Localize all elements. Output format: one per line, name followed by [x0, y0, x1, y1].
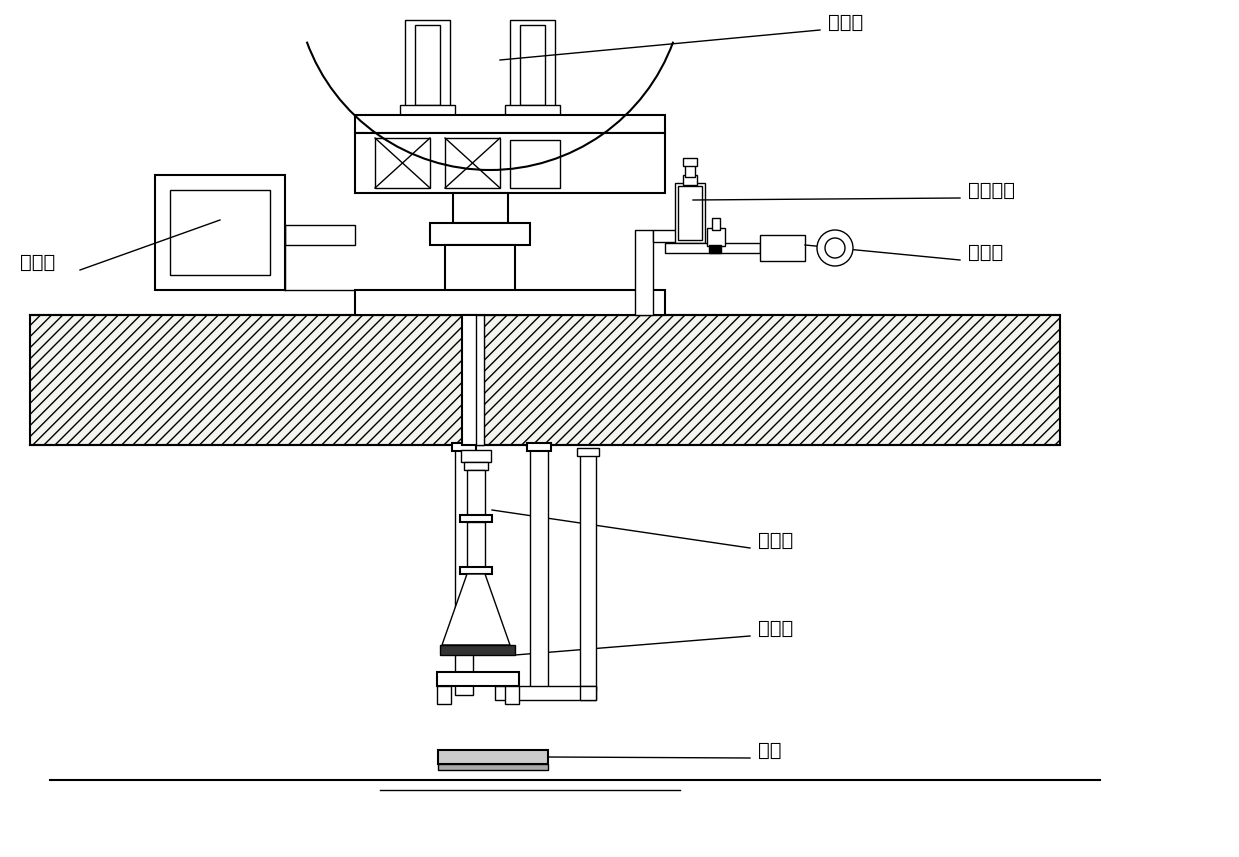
Text: 扫描器: 扫描器: [758, 530, 793, 549]
Bar: [285, 225, 356, 245]
Bar: [760, 235, 805, 261]
Text: 机械泵: 机械泵: [968, 243, 1004, 261]
Bar: [453, 193, 508, 223]
Bar: [460, 567, 492, 574]
Bar: [356, 133, 665, 193]
Bar: [712, 218, 720, 230]
Bar: [356, 290, 665, 315]
Bar: [577, 448, 598, 456]
Bar: [437, 686, 451, 704]
Bar: [683, 158, 698, 166]
Bar: [675, 183, 705, 243]
Bar: [510, 140, 560, 188]
Bar: [430, 223, 530, 245]
Circle shape: [825, 238, 845, 258]
Bar: [530, 445, 548, 695]
Text: 分子泵: 分子泵: [828, 13, 864, 32]
Bar: [678, 186, 703, 240]
Bar: [356, 115, 665, 133]
Bar: [462, 315, 484, 445]
Bar: [439, 750, 548, 764]
Text: 钛窗: 钛窗: [758, 740, 782, 759]
Text: 导向线圈: 导向线圈: [968, 181, 1015, 200]
Bar: [709, 245, 721, 253]
Bar: [452, 443, 476, 451]
Bar: [580, 450, 596, 690]
Bar: [653, 230, 683, 242]
Bar: [460, 515, 492, 522]
Bar: [445, 138, 501, 188]
Bar: [155, 175, 285, 290]
Bar: [415, 25, 440, 105]
Circle shape: [817, 230, 852, 266]
Polygon shape: [30, 315, 1061, 445]
Bar: [467, 470, 484, 515]
Bar: [439, 764, 548, 770]
Bar: [437, 672, 519, 686]
Bar: [476, 315, 484, 445]
Text: 离子泵: 离子泵: [20, 253, 56, 272]
Bar: [375, 138, 430, 188]
Bar: [506, 105, 560, 117]
Bar: [440, 645, 515, 655]
Bar: [170, 190, 270, 275]
Text: 扫描盘: 扫描盘: [758, 619, 793, 638]
Bar: [510, 20, 555, 110]
Bar: [496, 686, 596, 700]
Bar: [707, 228, 725, 246]
Bar: [636, 230, 653, 315]
Bar: [506, 686, 519, 704]
Bar: [683, 175, 698, 185]
Bar: [445, 245, 515, 315]
Bar: [455, 445, 473, 695]
Bar: [461, 450, 491, 462]
Polygon shape: [442, 574, 510, 645]
Bar: [467, 522, 484, 567]
Bar: [520, 25, 545, 105]
Bar: [665, 243, 760, 253]
Bar: [400, 105, 455, 117]
Bar: [405, 20, 450, 110]
Bar: [685, 165, 695, 177]
Bar: [580, 686, 596, 700]
Bar: [527, 443, 551, 451]
Bar: [463, 462, 488, 470]
